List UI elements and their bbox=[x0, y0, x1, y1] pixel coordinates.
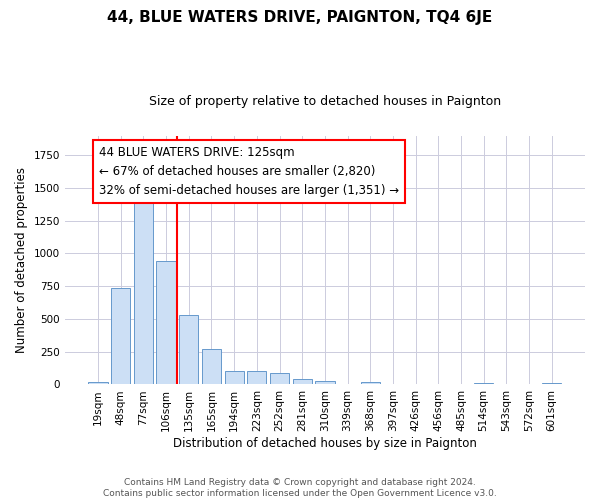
Text: 44, BLUE WATERS DRIVE, PAIGNTON, TQ4 6JE: 44, BLUE WATERS DRIVE, PAIGNTON, TQ4 6JE bbox=[107, 10, 493, 25]
Text: Contains HM Land Registry data © Crown copyright and database right 2024.
Contai: Contains HM Land Registry data © Crown c… bbox=[103, 478, 497, 498]
Bar bbox=[293, 379, 312, 384]
Bar bbox=[361, 382, 380, 384]
Bar bbox=[179, 315, 199, 384]
Bar bbox=[157, 262, 176, 384]
X-axis label: Distribution of detached houses by size in Paignton: Distribution of detached houses by size … bbox=[173, 437, 477, 450]
Bar bbox=[247, 370, 266, 384]
Bar bbox=[315, 381, 335, 384]
Bar bbox=[474, 383, 493, 384]
Title: Size of property relative to detached houses in Paignton: Size of property relative to detached ho… bbox=[149, 95, 501, 108]
Bar bbox=[270, 372, 289, 384]
Bar bbox=[88, 382, 108, 384]
Bar bbox=[202, 349, 221, 384]
Text: 44 BLUE WATERS DRIVE: 125sqm
← 67% of detached houses are smaller (2,820)
32% of: 44 BLUE WATERS DRIVE: 125sqm ← 67% of de… bbox=[99, 146, 400, 197]
Bar bbox=[111, 288, 130, 384]
Bar bbox=[134, 197, 153, 384]
Y-axis label: Number of detached properties: Number of detached properties bbox=[15, 167, 28, 353]
Bar bbox=[542, 383, 562, 384]
Bar bbox=[224, 370, 244, 384]
